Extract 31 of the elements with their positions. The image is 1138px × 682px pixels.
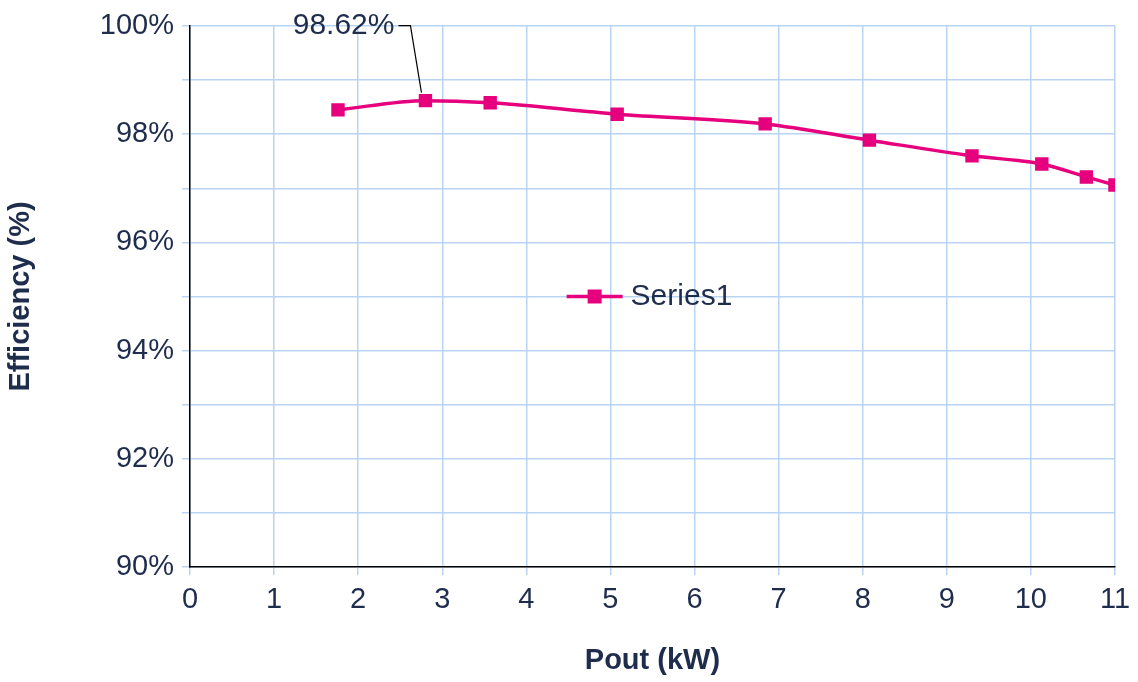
x-tick-label: 3 [434,582,451,615]
point [483,96,497,110]
x-tick-label: 11 [1099,582,1130,615]
x-tick-label: 1 [266,582,283,615]
point [1079,170,1094,184]
legend-label: Series1 [630,277,733,311]
x-tick-label: 9 [938,582,955,615]
y-tick-label: 98% [115,116,174,149]
x-tick-label: 8 [854,582,871,615]
point [331,103,345,117]
y-axis-title: Efficiency (%) [3,201,36,392]
x-tick-label: 10 [1014,582,1047,615]
x-tick-label: 4 [518,582,535,615]
y-tick-label: 94% [115,332,174,365]
x-tick-label: 5 [602,582,619,615]
x-tick-label: 2 [350,582,367,615]
y-tick-label: 90% [115,549,174,581]
point [610,107,624,121]
y-tick-label: 92% [115,440,174,473]
x-tick-label: 0 [181,582,199,615]
point [418,93,433,108]
point [862,133,877,147]
y-tick-label: 100% [99,8,174,40]
x-axis-title: Pout (kW) [584,642,721,675]
data-label: 98.62% [292,6,395,40]
y-tick-label: 96% [115,224,174,257]
x-tick-label: 6 [686,582,703,615]
point [965,149,979,163]
x-tick-label: 7 [770,582,787,615]
point [1035,157,1049,171]
point [758,117,772,131]
